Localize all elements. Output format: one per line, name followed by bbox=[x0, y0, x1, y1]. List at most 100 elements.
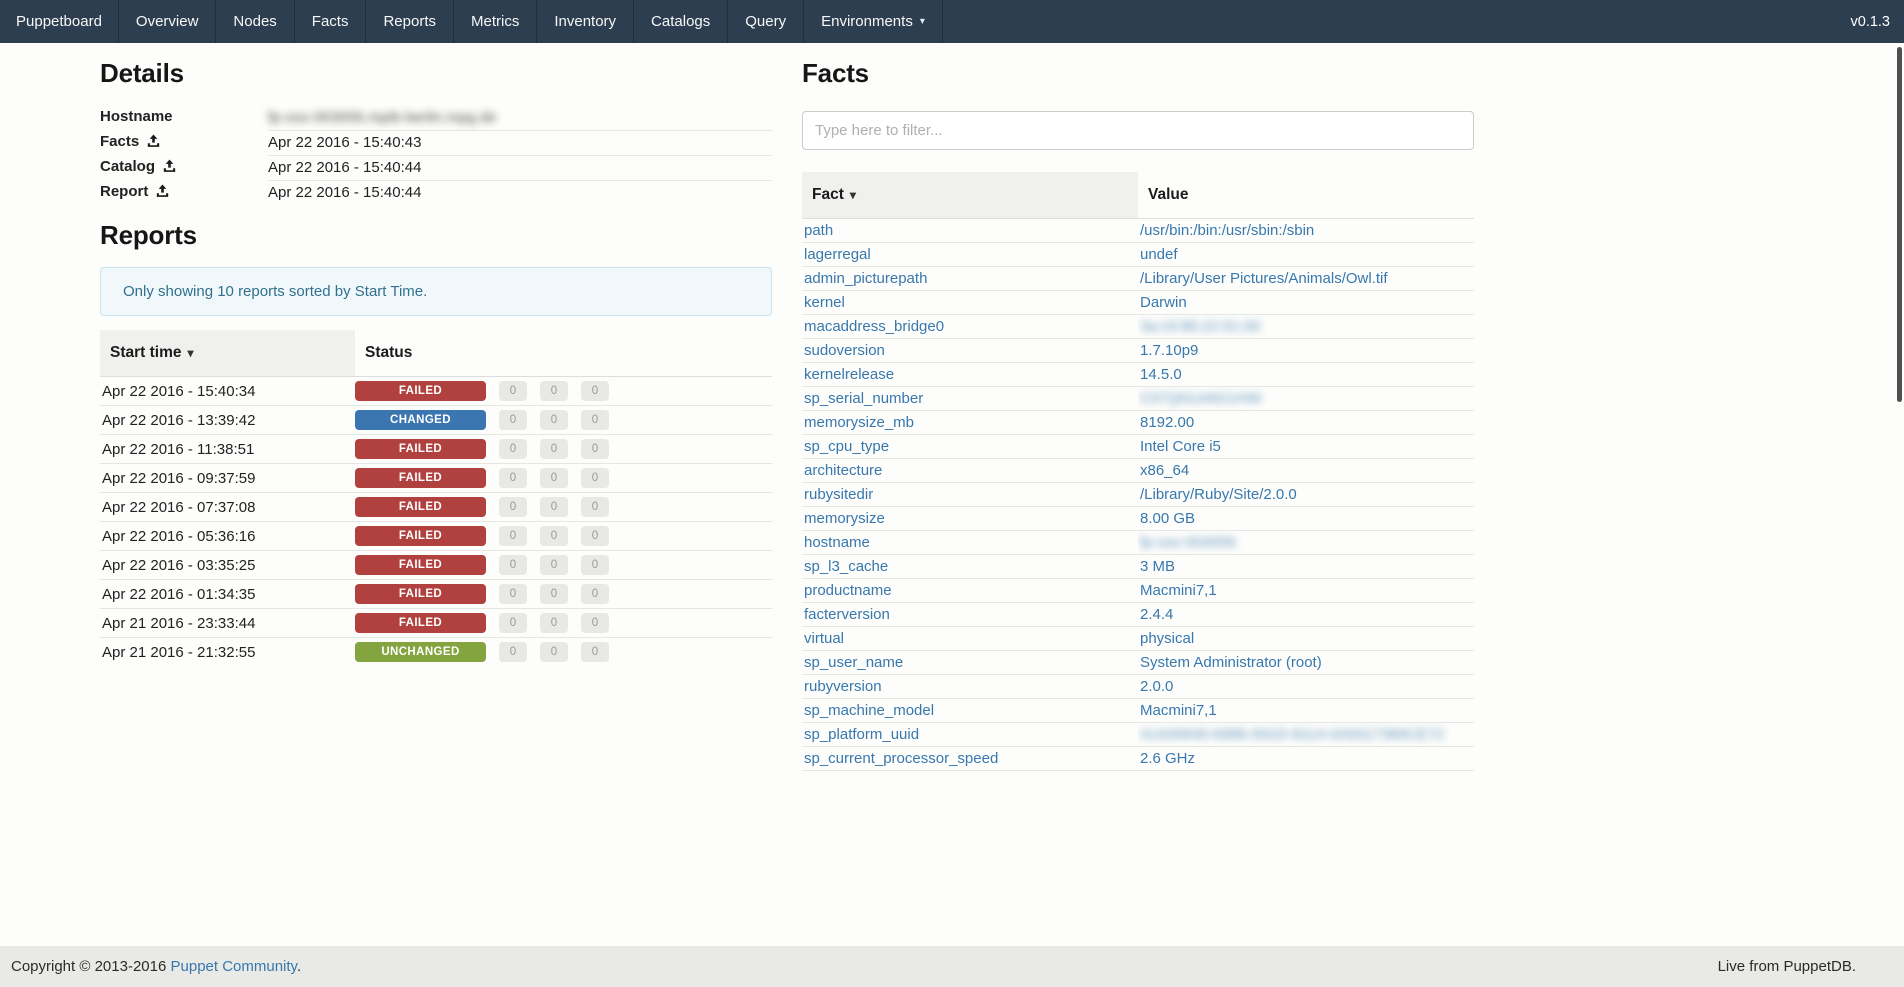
facts-sort-fact[interactable]: Fact ▾ bbox=[802, 172, 1138, 219]
fact-name-link[interactable]: memorysize_mb bbox=[804, 414, 915, 431]
nav-item-nodes[interactable]: Nodes bbox=[216, 0, 295, 43]
fact-name-link[interactable]: sp_l3_cache bbox=[804, 558, 889, 575]
fact-value-link[interactable]: System Administrator (root) bbox=[1140, 654, 1322, 671]
report-start-time: Apr 22 2016 - 11:38:51 bbox=[100, 434, 355, 464]
fact-value-link[interactable]: 3 MB bbox=[1140, 558, 1176, 575]
fact-name-link[interactable]: sp_current_processor_speed bbox=[804, 750, 999, 767]
report-row: Apr 22 2016 - 09:37:59 FAILED 0 0 0 bbox=[100, 463, 772, 493]
fact-row: rubysitedir /Library/Ruby/Site/2.0.0 bbox=[802, 482, 1474, 507]
fact-value-link[interactable]: 2.4.4 bbox=[1140, 606, 1174, 623]
reports-sort-start-time[interactable]: Start time ▾ bbox=[100, 330, 355, 377]
status-badge: FAILED bbox=[355, 381, 486, 401]
fact-value-link[interactable]: 41A00640-6986-591D-8114-0A9317369CE72 bbox=[1140, 726, 1445, 743]
fact-name-link[interactable]: facterversion bbox=[804, 606, 890, 623]
fact-name-link[interactable]: rubysitedir bbox=[804, 486, 874, 503]
report-row: Apr 22 2016 - 15:40:34 FAILED 0 0 0 bbox=[100, 376, 772, 406]
fact-name-link[interactable]: virtual bbox=[804, 630, 845, 647]
status-badge: CHANGED bbox=[355, 410, 486, 430]
upload-icon[interactable] bbox=[163, 159, 176, 177]
fact-row: memorysize_mb 8192.00 bbox=[802, 410, 1474, 435]
fact-name-link[interactable]: sp_user_name bbox=[804, 654, 904, 671]
status-badge: FAILED bbox=[355, 613, 486, 633]
facts-col-value[interactable]: Value bbox=[1138, 172, 1474, 219]
fact-name-link[interactable]: rubyversion bbox=[804, 678, 882, 695]
puppetdb-status: Live from PuppetDB. bbox=[1717, 958, 1856, 975]
fact-value-link[interactable]: 2.6 GHz bbox=[1140, 750, 1196, 767]
fact-value-link[interactable]: Darwin bbox=[1140, 294, 1187, 311]
fact-name-link[interactable]: macaddress_bridge0 bbox=[804, 318, 945, 335]
nav-item-reports[interactable]: Reports bbox=[366, 0, 454, 43]
fact-value-link[interactable]: /Library/Ruby/Site/2.0.0 bbox=[1140, 486, 1297, 503]
navbar: Puppetboard Overview Nodes Facts Reports… bbox=[0, 0, 1904, 43]
fact-name-link[interactable]: hostname bbox=[804, 534, 870, 551]
details-title: Details bbox=[100, 58, 184, 88]
report-row: Apr 22 2016 - 03:35:25 FAILED 0 0 0 bbox=[100, 550, 772, 580]
fact-value-link[interactable]: Macmini7,1 bbox=[1140, 582, 1217, 599]
count-badge: 0 bbox=[499, 497, 527, 517]
status-badge: UNCHANGED bbox=[355, 642, 486, 662]
fact-value-link[interactable]: 1.7.10p9 bbox=[1140, 342, 1199, 359]
fact-name-link[interactable]: kernel bbox=[804, 294, 845, 311]
fact-name-link[interactable]: lagerregal bbox=[804, 246, 871, 263]
vertical-scrollbar[interactable] bbox=[1897, 47, 1902, 402]
report-start-time: Apr 21 2016 - 21:32:55 bbox=[102, 643, 256, 661]
fact-name-link[interactable]: memorysize bbox=[804, 510, 885, 527]
fact-name-link[interactable]: sp_cpu_type bbox=[804, 438, 890, 455]
fact-value-link[interactable]: /usr/bin:/bin:/usr/sbin:/sbin bbox=[1140, 222, 1315, 239]
count-badge: 0 bbox=[540, 497, 568, 517]
nav-item-overview[interactable]: Overview bbox=[119, 0, 217, 43]
status-badge: FAILED bbox=[355, 526, 486, 546]
report-start-time: Apr 22 2016 - 03:35:25 bbox=[100, 550, 355, 580]
nav-item-facts[interactable]: Facts bbox=[295, 0, 367, 43]
report-row: Apr 22 2016 - 05:36:16 FAILED 0 0 0 bbox=[100, 521, 772, 551]
fact-value-link[interactable]: 8.00 GB bbox=[1140, 510, 1196, 527]
facts-filter-input[interactable] bbox=[802, 111, 1474, 150]
details-label: Report bbox=[100, 183, 149, 200]
nav-item-catalogs[interactable]: Catalogs bbox=[634, 0, 729, 43]
nav-brand[interactable]: Puppetboard bbox=[0, 0, 119, 43]
report-row: Apr 22 2016 - 13:39:42 CHANGED 0 0 0 bbox=[100, 405, 772, 435]
fact-value-link[interactable]: /Library/User Pictures/Animals/Owl.tif bbox=[1140, 270, 1388, 287]
count-badge: 0 bbox=[581, 410, 609, 430]
fact-name-link[interactable]: sudoversion bbox=[804, 342, 885, 359]
fact-value-link[interactable]: x86_64 bbox=[1140, 462, 1190, 479]
fact-value-link[interactable]: undef bbox=[1140, 246, 1178, 263]
upload-icon[interactable] bbox=[156, 184, 169, 202]
fact-value-link[interactable]: Macmini7,1 bbox=[1140, 702, 1217, 719]
facts-panel: Facts Fact▾ Value bbox=[787, 43, 1489, 771]
nav-item-metrics[interactable]: Metrics bbox=[454, 0, 538, 43]
nav-item-environments[interactable]: Environments ▾ bbox=[804, 0, 943, 43]
count-badge: 0 bbox=[540, 526, 568, 546]
count-badge: 0 bbox=[499, 613, 527, 633]
fact-value-link[interactable]: physical bbox=[1140, 630, 1195, 647]
fact-value-link[interactable]: C07QN1A6G1HW bbox=[1140, 390, 1262, 407]
count-badge: 0 bbox=[499, 439, 527, 459]
main-content: Details Hostname fp-osx-003056.mpib-berl… bbox=[0, 43, 1904, 946]
fact-value-link[interactable]: 14.5.0 bbox=[1140, 366, 1182, 383]
reports-info-alert: Only showing 10 reports sorted by Start … bbox=[100, 267, 772, 316]
fact-value-link[interactable]: 2.0.0 bbox=[1140, 678, 1174, 695]
upload-icon[interactable] bbox=[147, 134, 160, 152]
fact-name-link[interactable]: sp_serial_number bbox=[804, 390, 924, 407]
fact-name-link[interactable]: sp_platform_uuid bbox=[804, 726, 920, 743]
fact-name-link[interactable]: productname bbox=[804, 582, 892, 599]
fact-value-link[interactable]: fp-osx-003056 bbox=[1140, 534, 1236, 551]
fact-name-link[interactable]: sp_machine_model bbox=[804, 702, 935, 719]
fact-value-link[interactable]: 8192.00 bbox=[1140, 414, 1195, 431]
fact-value-link[interactable]: 3a:c9:86:22:01:00 bbox=[1140, 318, 1261, 335]
nav-item-query[interactable]: Query bbox=[728, 0, 805, 43]
fact-name-link[interactable]: architecture bbox=[804, 462, 883, 479]
reports-col-status[interactable]: Status bbox=[355, 330, 772, 377]
nav-item-inventory[interactable]: Inventory bbox=[537, 0, 635, 43]
report-row: Apr 22 2016 - 11:38:51 FAILED 0 0 0 bbox=[100, 434, 772, 464]
fact-row: sp_current_processor_speed 2.6 GHz bbox=[802, 746, 1474, 771]
details-row: Catalog Apr 22 2016 - 15:40:44 bbox=[100, 155, 772, 181]
fact-name-link[interactable]: admin_picturepath bbox=[804, 270, 928, 287]
fact-value-link[interactable]: Intel Core i5 bbox=[1140, 438, 1221, 455]
puppet-community-link[interactable]: Puppet Community bbox=[170, 958, 297, 975]
details-label: Facts bbox=[100, 133, 140, 150]
fact-name-link[interactable]: path bbox=[804, 222, 834, 239]
fact-name-link[interactable]: kernelrelease bbox=[804, 366, 895, 383]
count-badge: 0 bbox=[581, 381, 609, 401]
fact-row: memorysize 8.00 GB bbox=[802, 506, 1474, 531]
